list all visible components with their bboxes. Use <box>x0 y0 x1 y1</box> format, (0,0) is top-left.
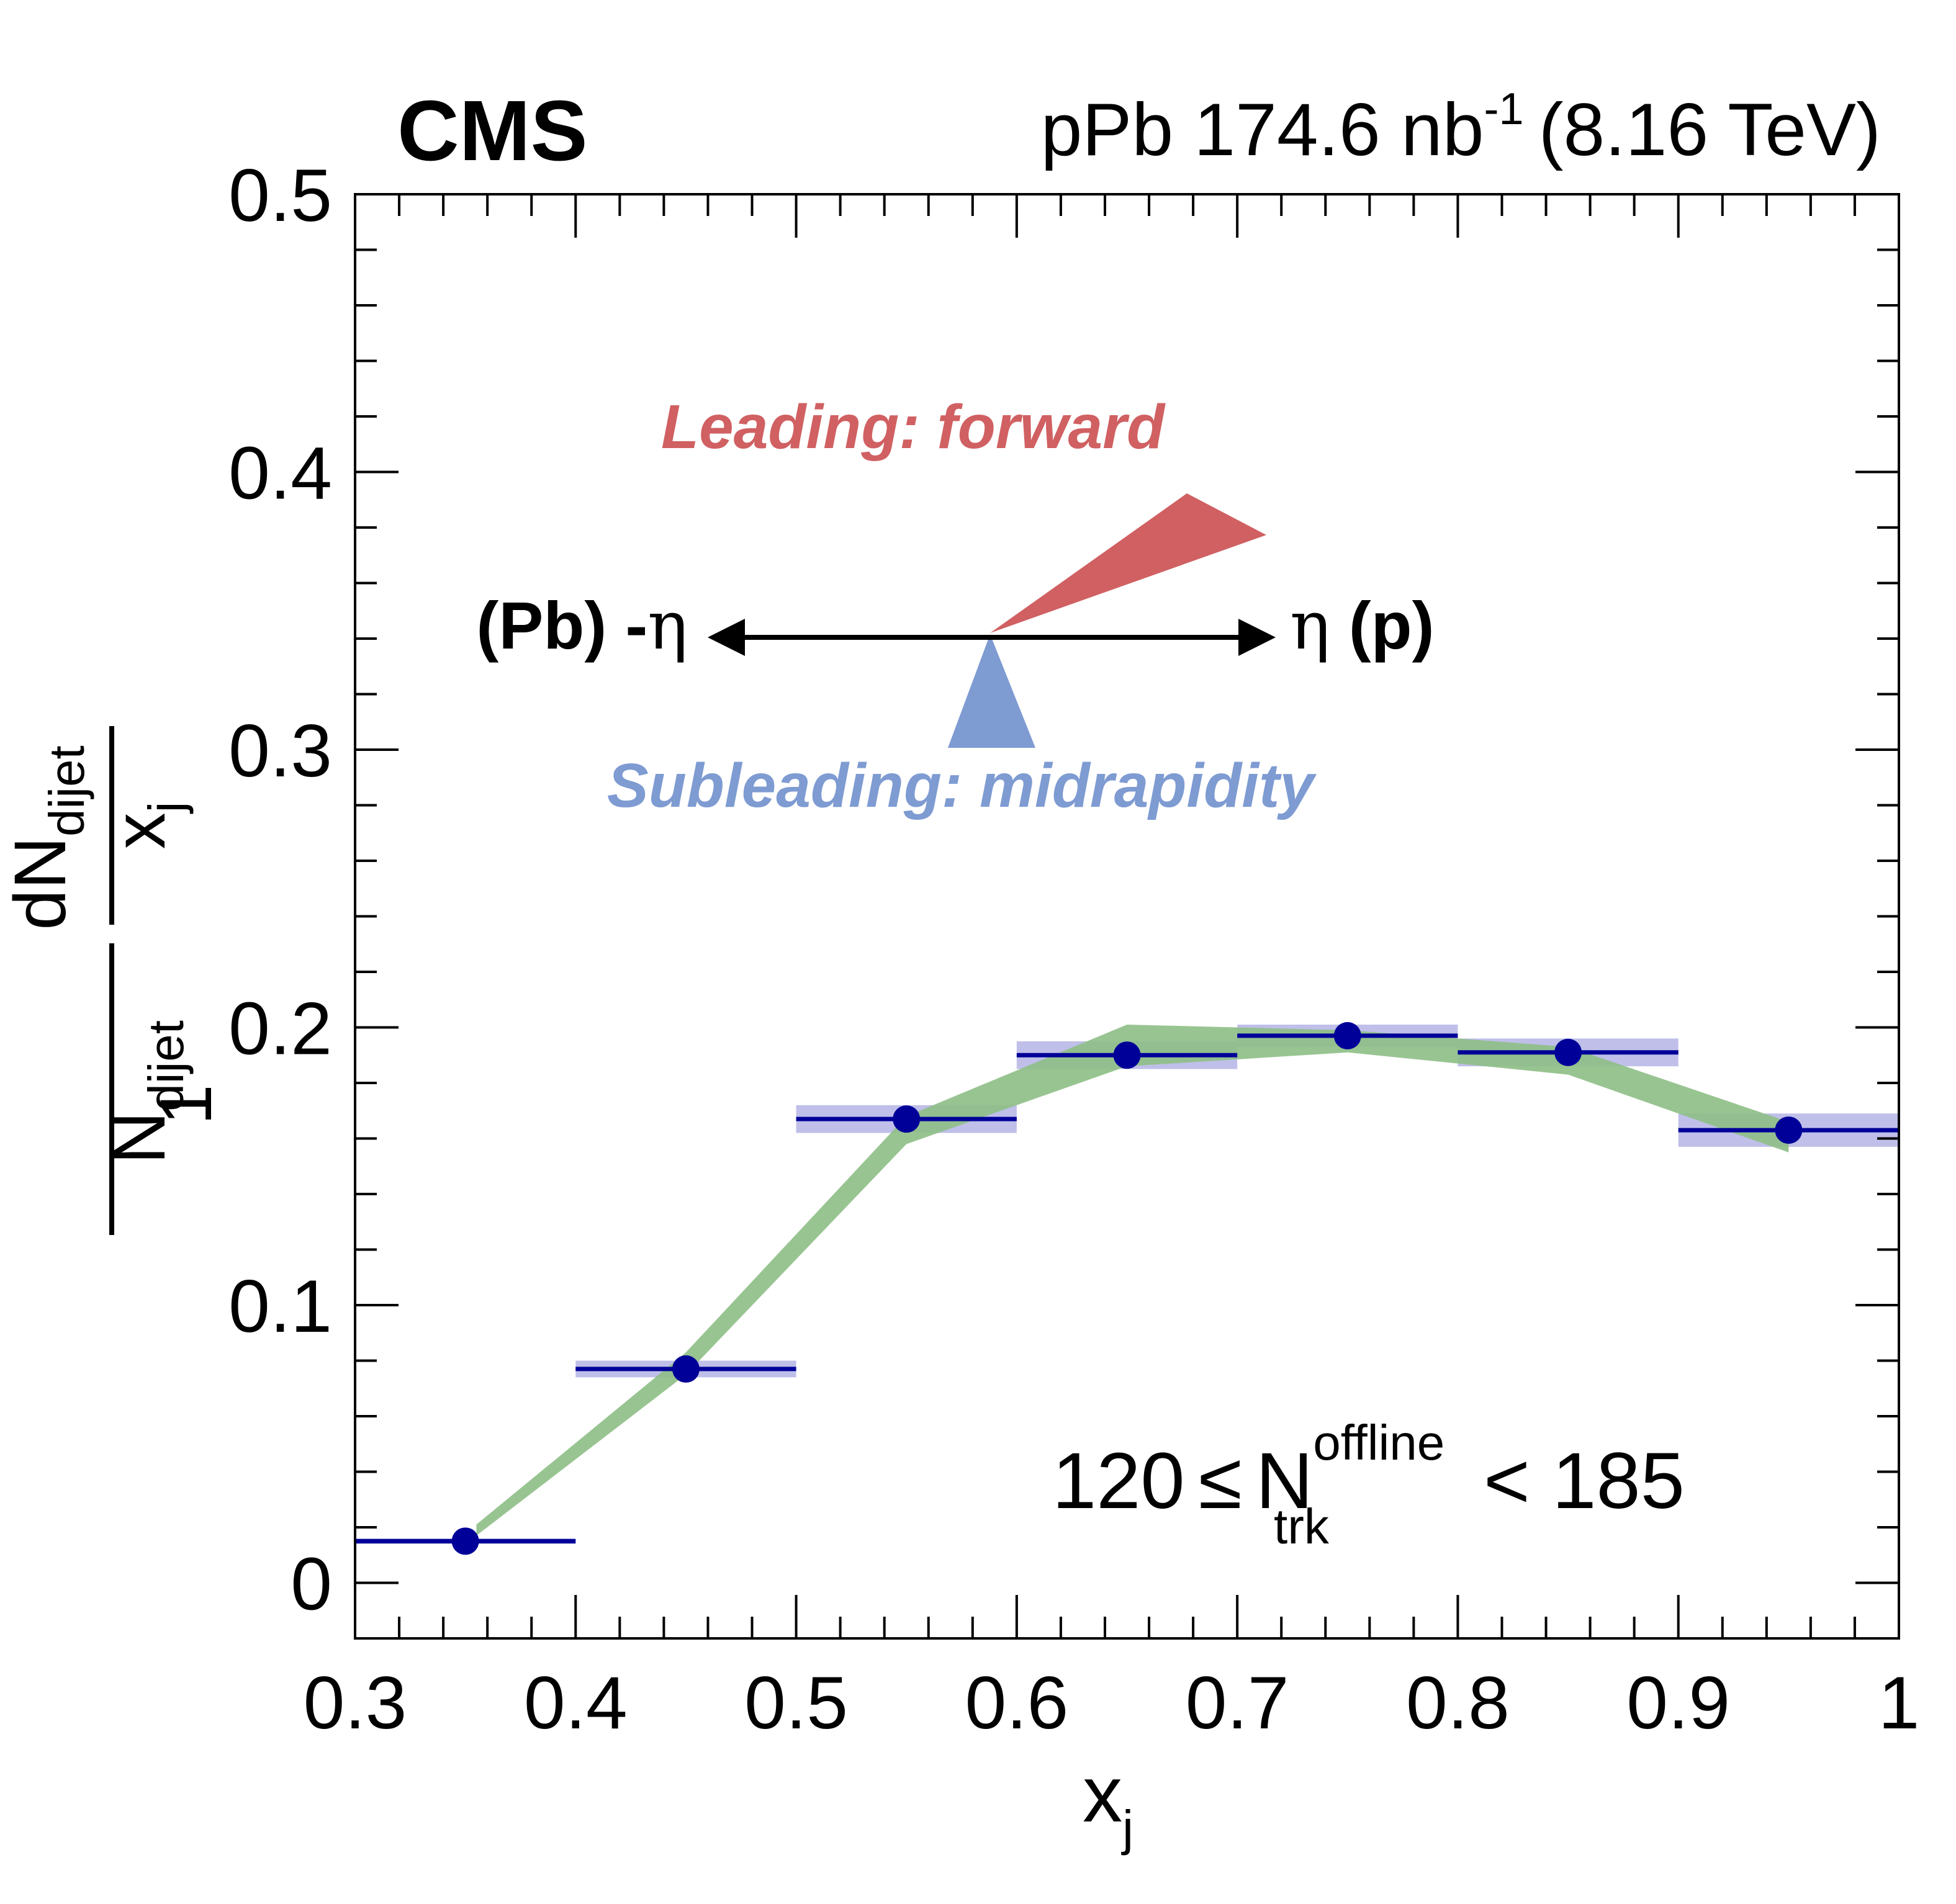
y-label-left-num: 1 <box>145 1084 227 1125</box>
x-axis-label-sub: j <box>1121 1800 1133 1856</box>
eta-left-prefix: (Pb) - <box>476 588 647 663</box>
y-label-left-den-sub: dijet <box>138 1020 194 1111</box>
x-axis-label: xj <box>1083 1750 1133 1856</box>
data-point <box>1554 1038 1582 1066</box>
eta-left-label: (Pb) -η <box>476 587 688 665</box>
eta-right-symbol: η <box>1290 587 1330 665</box>
axes: 0.3 0.4 0.5 0.6 0.7 0.8 0.9 1 0 0.1 0.2 0.3 0.4 0.5 <box>228 154 1919 1745</box>
mult-low: 120 <box>1052 1437 1185 1525</box>
y-label-left-den-N: N <box>99 1111 181 1164</box>
x-tick-label: 0.6 <box>965 1661 1068 1745</box>
multiplicity-label: 120 ≤ Noffline trk < 185 <box>1052 1415 1685 1554</box>
y-tick-label: 0 <box>291 1543 332 1626</box>
dataset-prefix: pPb 174.6 nb <box>1041 88 1484 171</box>
data-point <box>893 1105 921 1133</box>
dataset-exponent: -1 <box>1484 84 1524 134</box>
mult-N: N <box>1256 1437 1313 1525</box>
data-point <box>672 1355 700 1383</box>
y-tick-label: 0.3 <box>228 709 332 793</box>
y-tick-label: 0.4 <box>228 432 332 515</box>
y-tick-label: 0.2 <box>228 987 332 1071</box>
eta-right-suffix: (p) <box>1349 588 1435 663</box>
data-point <box>1333 1022 1361 1049</box>
y-tick-label: 0.1 <box>228 1265 332 1348</box>
mult-high: < 185 <box>1484 1437 1685 1525</box>
mult-sup: offline <box>1313 1415 1444 1470</box>
x-tick-label: 0.8 <box>1406 1661 1510 1745</box>
y-label-right-den: xj <box>99 802 194 850</box>
x-tick-label: 1 <box>1878 1661 1920 1745</box>
data-point <box>1775 1116 1803 1144</box>
leading-label: Leading: forward <box>661 392 1166 462</box>
y-label-right-den-main: x <box>99 812 181 849</box>
y-label-right-num-main: dN <box>0 837 81 930</box>
y-axis-label: 1 Ndijet dNdijet xj <box>0 726 227 1235</box>
y-label-right-den-sub: j <box>138 802 194 814</box>
y-label-right-num-sub: dijet <box>39 745 94 837</box>
energy-label: (8.16 TeV) <box>1539 88 1881 171</box>
eta-left-symbol: η <box>647 587 688 665</box>
mult-sub: trk <box>1274 1499 1330 1554</box>
y-label-right-num: dNdijet <box>0 745 94 930</box>
leading-jet-cone <box>990 493 1266 633</box>
arrowhead-left-icon <box>708 619 745 656</box>
data-point <box>451 1527 479 1555</box>
x-tick-label: 0.7 <box>1186 1661 1289 1745</box>
x-tick-label: 0.4 <box>524 1661 628 1745</box>
subleading-label: Subleading: midrapidity <box>607 751 1317 820</box>
y-label-left-den: Ndijet <box>99 1020 194 1164</box>
y-tick-label: 0.5 <box>228 154 332 237</box>
arrowhead-right-icon <box>1238 619 1276 656</box>
x-tick-label: 0.9 <box>1626 1661 1730 1745</box>
data-point <box>1113 1041 1141 1069</box>
experiment-label: CMS <box>397 83 588 179</box>
x-axis-label-main: x <box>1083 1750 1122 1839</box>
x-tick-label: 0.5 <box>744 1661 848 1745</box>
eta-right-label: η (p) <box>1290 587 1435 665</box>
subleading-jet-cone <box>948 634 1035 748</box>
data-points <box>355 1022 1899 1555</box>
x-tick-label: 0.3 <box>304 1661 407 1745</box>
mult-le-symbol: ≤ <box>1199 1437 1242 1525</box>
dataset-label: pPb 174.6 nb-1 (8.16 TeV) <box>1041 84 1881 171</box>
